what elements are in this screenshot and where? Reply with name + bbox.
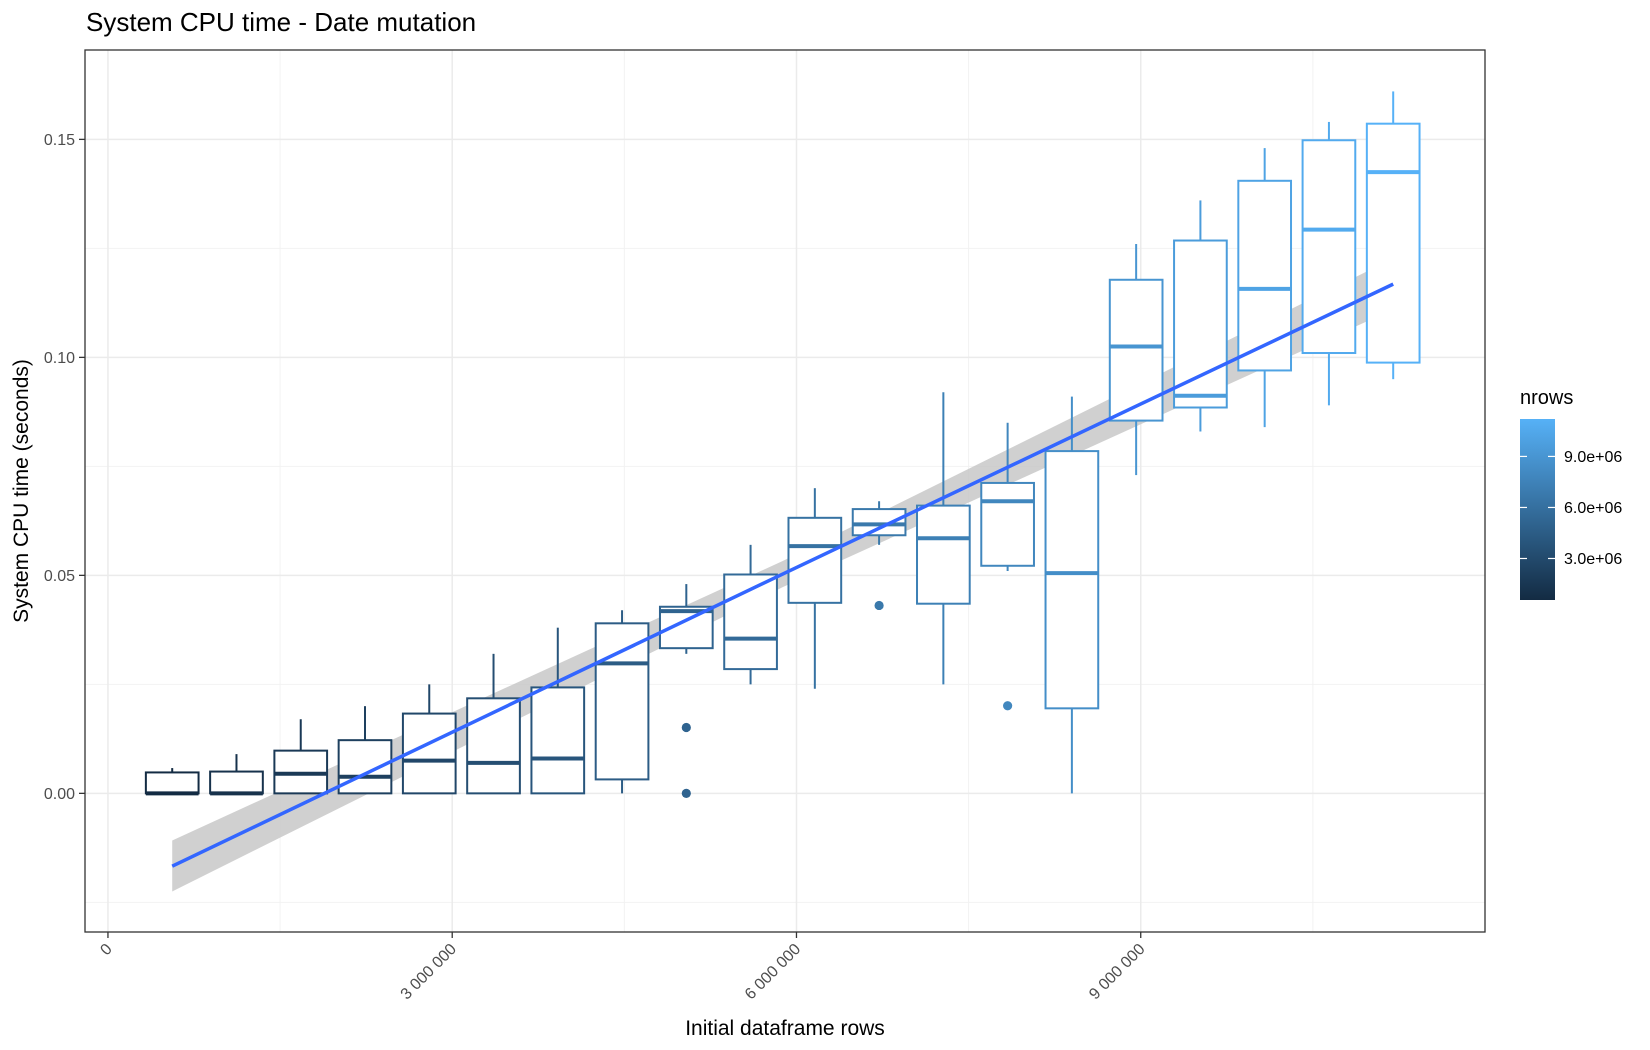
boxplot <box>1173 200 1228 432</box>
boxplot <box>1237 148 1293 428</box>
box-iqr <box>1301 139 1357 355</box>
outlier-point <box>1003 701 1013 711</box>
color-legend: nrows 3.0e+06 6.0e+06 9.0e+06 <box>1520 387 1622 600</box>
trend-line <box>171 282 1394 868</box>
box-iqr <box>1044 450 1100 710</box>
y-tick-label: 0.05 <box>44 568 75 585</box>
box-iqr <box>209 770 264 795</box>
boxplot <box>273 719 329 795</box>
box-iqr <box>594 622 650 781</box>
box-iqr <box>1108 278 1164 422</box>
box-iqr <box>851 508 907 537</box>
boxplot <box>594 610 650 794</box>
legend-tick-label: 6.0e+06 <box>1564 500 1622 517</box>
outlier-point <box>681 788 691 798</box>
box-iqr <box>1237 179 1293 372</box>
box-iqr <box>916 504 971 605</box>
boxplot <box>209 754 264 796</box>
y-tick-label: 0.10 <box>44 350 75 367</box>
boxplot <box>1301 121 1357 406</box>
box-iqr <box>1173 239 1228 409</box>
y-axis-title: System CPU time (seconds) <box>10 359 33 623</box>
box-iqr <box>980 481 1035 567</box>
x-axis-ticks: 0 3 000 000 6 000 000 9 000 000 <box>97 932 1149 1003</box>
box-iqr <box>530 686 586 795</box>
x-tick-label: 3 000 000 <box>398 941 460 1003</box>
legend-tick-label: 9.0e+06 <box>1564 449 1622 466</box>
boxplot <box>1044 396 1100 794</box>
boxplot <box>916 392 971 685</box>
boxplot-layer <box>144 91 1421 798</box>
box-iqr <box>144 771 200 795</box>
chart-title: System CPU time - Date mutation <box>86 7 476 37</box>
boxplot <box>851 501 907 611</box>
boxplot <box>980 422 1035 711</box>
boxplot <box>144 768 200 796</box>
legend-colorbar <box>1520 419 1555 600</box>
outlier-point <box>874 600 884 611</box>
legend-title: nrows <box>1520 387 1573 409</box>
boxplot <box>401 684 457 795</box>
boxplot <box>1365 91 1421 380</box>
legend-ticks: 3.0e+06 6.0e+06 9.0e+06 <box>1520 449 1622 568</box>
trend-line-layer <box>171 282 1394 868</box>
outlier-point <box>681 722 691 733</box>
box-iqr <box>1365 122 1421 364</box>
y-axis-ticks: 0.00 0.05 0.10 0.15 <box>44 132 85 803</box>
x-tick-label: 0 <box>97 941 115 959</box>
x-axis-title: Initial dataframe rows <box>685 1017 885 1040</box>
x-tick-label: 9 000 000 <box>1086 941 1148 1003</box>
plot-panel-border <box>84 49 1486 933</box>
y-tick-label: 0.15 <box>44 132 75 149</box>
boxplot <box>530 627 586 795</box>
box-iqr <box>401 712 457 795</box>
y-tick-label: 0.00 <box>44 786 75 803</box>
x-tick-label: 6 000 000 <box>742 941 804 1003</box>
legend-tick-label: 3.0e+06 <box>1564 551 1622 568</box>
